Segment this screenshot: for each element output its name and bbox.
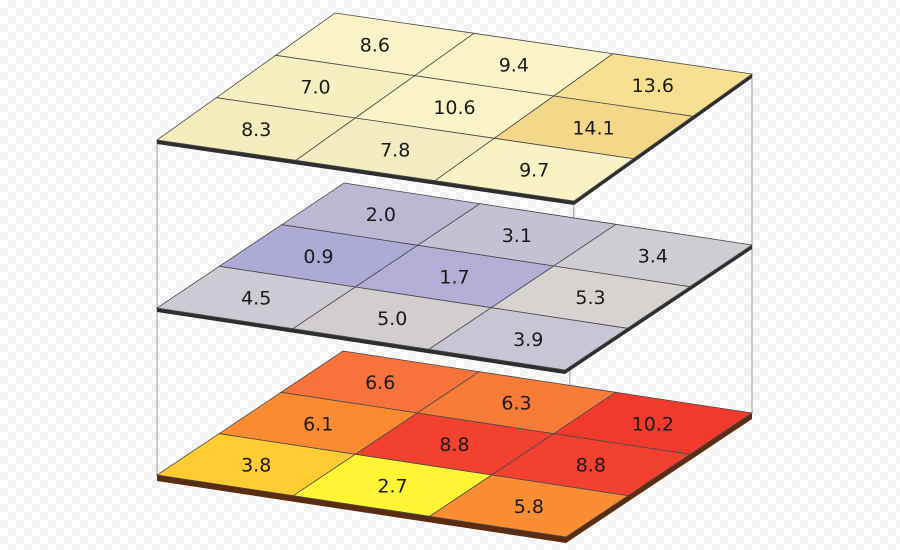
grid-cell: [427, 307, 629, 371]
cell-value: 2.0: [366, 204, 396, 226]
cell-value: 13.6: [632, 75, 674, 97]
grid-cell: [428, 474, 630, 538]
cell-value: 7.0: [300, 77, 330, 99]
cell-value: 3.4: [638, 246, 668, 268]
cell-value: 3.1: [502, 225, 532, 247]
cell-value: 6.1: [303, 413, 333, 435]
layer-edge-side: [566, 413, 752, 543]
grid-cell: [433, 137, 635, 202]
cell-value: 8.3: [241, 119, 271, 141]
layer-edge-side: [565, 245, 752, 374]
layer-bottom: 6.6 6.3 10.2 6.1 8.8 8.8 3.8 2.7 5.8: [155, 350, 754, 543]
cell-value: 6.3: [501, 393, 531, 415]
layer-edge-front: [157, 308, 565, 374]
layer-middle: 2.0 3.1 3.4 0.9 1.7 5.3 4.5 5.0 3.9: [155, 182, 754, 374]
cell-value: 8.6: [360, 34, 390, 56]
layer-edge-front: [157, 140, 574, 205]
cell-value: 5.0: [377, 308, 407, 330]
cell-value: 5.8: [514, 496, 544, 518]
cell-value: 3.8: [241, 455, 271, 477]
cell-value: 1.7: [439, 267, 469, 289]
cell-value: 10.6: [433, 97, 475, 119]
layer-edge-side: [574, 74, 752, 205]
layer-edge-front: [157, 475, 566, 543]
cell-value: 0.9: [303, 246, 333, 268]
cell-value: 8.8: [576, 455, 606, 477]
cell-value: 9.7: [519, 160, 549, 182]
cell-value: 4.5: [241, 288, 271, 310]
cell-value: 3.9: [513, 329, 543, 351]
layer-top: 8.6 9.4 13.6 7.0 10.6 14.1 8.3 7.8 9.7: [155, 12, 754, 205]
cell-value: 5.3: [575, 287, 605, 309]
cell-value: 14.1: [572, 117, 614, 139]
cell-value: 7.8: [380, 139, 410, 161]
cell-value: 8.8: [439, 434, 469, 456]
cell-value: 2.7: [377, 475, 407, 497]
cell-value: 6.6: [365, 372, 395, 394]
cell-value: 9.4: [499, 55, 529, 77]
cell-value: 10.2: [632, 413, 674, 435]
